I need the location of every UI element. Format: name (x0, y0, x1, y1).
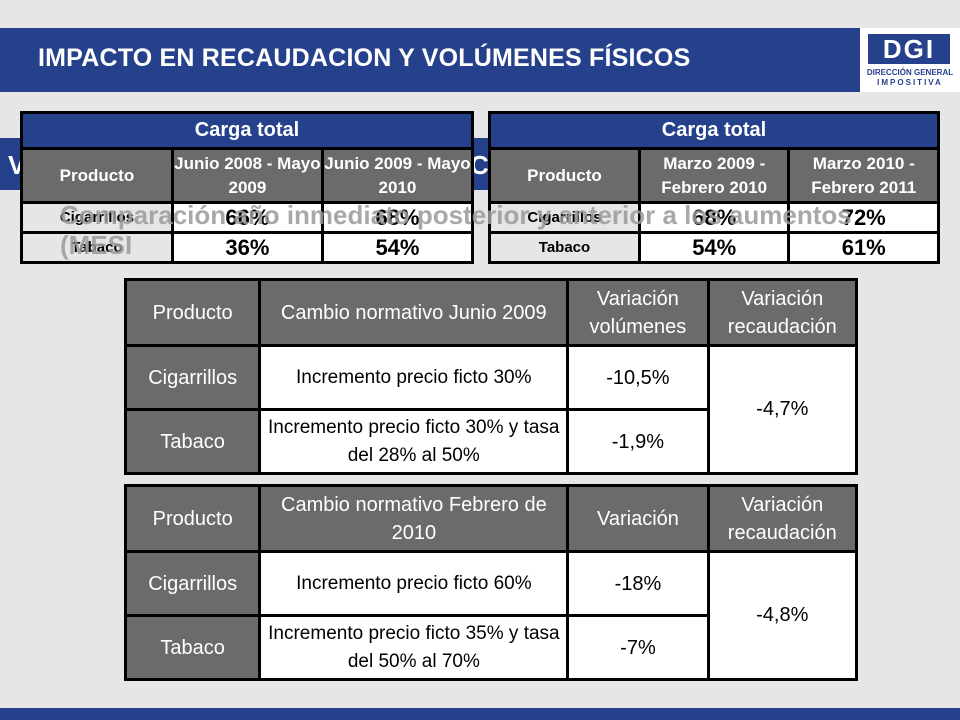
header-period-a: Junio 2008 - Mayo 2009 (170, 147, 324, 204)
table-row: Cigarrillos Incremento precio ficto 30% … (123, 344, 859, 475)
header-variacion: Variación volúmenes (566, 278, 710, 347)
header-recaudacion: Variación recaudación (706, 484, 859, 553)
carga-total-table-2: Carga total Producto Marzo 2009 - Febrer… (488, 111, 940, 264)
row-cambio: Incremento precio ficto 30% y tasa del 2… (258, 408, 570, 475)
header-cambio: Cambio normativo Junio 2009 (258, 278, 570, 347)
row-cambio: Incremento precio ficto 35% y tasa del 5… (258, 614, 570, 681)
row-producto: Tabaco (123, 408, 262, 475)
row-value-b: 72% (787, 201, 940, 234)
row-variacion: -10,5% (566, 344, 710, 411)
header-variacion: Variación (566, 484, 710, 553)
row-value-b: 68% (320, 201, 475, 234)
table-row: Cigarrillos 68% 72% (488, 201, 940, 234)
table-row: Tabaco 54% 61% (488, 231, 940, 264)
row-producto: Tabaco (488, 231, 641, 264)
row-value-a: 54% (637, 231, 791, 264)
row-value-a: 66% (170, 201, 324, 234)
row-producto: Cigarrillos (123, 344, 262, 411)
table-row: Tabaco Incremento precio ficto 30% y tas… (123, 408, 857, 475)
table-row: Tabaco Incremento precio ficto 35% y tas… (123, 614, 857, 681)
row-value-a: 36% (170, 231, 324, 264)
recaudacion-value: -4,8% (706, 550, 859, 681)
header-producto: Producto (488, 147, 641, 204)
row-cambio: Incremento precio ficto 30% (258, 344, 570, 411)
carga-total-title: Carga total (20, 111, 474, 150)
header-period-b: Marzo 2010 - Febrero 2011 (787, 147, 940, 204)
dgi-logo: DGI DIRECCIÓN GENERAL IMPOSITIVA (860, 28, 960, 92)
row-producto: Tabaco (20, 231, 174, 264)
logo-line-1: DIRECCIÓN GENERAL (866, 68, 954, 77)
row-variacion: -18% (566, 550, 710, 617)
row-producto: Cigarrillos (123, 550, 262, 617)
header-period-a: Marzo 2009 - Febrero 2010 (637, 147, 791, 204)
row-producto: Tabaco (123, 614, 262, 681)
header-producto: Producto (20, 147, 174, 204)
header-producto: Producto (123, 484, 262, 553)
row-producto: Cigarrillos (20, 201, 174, 234)
table-row: Cigarrillos Incremento precio ficto 60% … (123, 550, 859, 681)
logo-line-2: IMPOSITIVA (877, 78, 943, 87)
row-producto: Cigarrillos (488, 201, 641, 234)
cambio-febrero-2010-table: Producto Cambio normativo Febrero de 201… (123, 484, 859, 681)
carga-total-title: Carga total (488, 111, 940, 150)
top-strip (0, 0, 960, 28)
header-producto: Producto (123, 278, 262, 347)
header-bar (0, 28, 860, 92)
row-value-b: 54% (320, 231, 475, 264)
header-cambio: Cambio normativo Febrero de 2010 (258, 484, 570, 553)
recaudacion-value: -4,7% (706, 344, 859, 475)
row-variacion: -1,9% (566, 408, 710, 475)
page-title: IMPACTO EN RECAUDACION Y VOLÚMENES FÍSIC… (38, 44, 691, 72)
footer-bar (0, 708, 960, 720)
header-recaudacion: Variación recaudación (706, 278, 859, 347)
table-row: Cigarrillos 66% 68% (20, 201, 475, 234)
cambio-junio-2009-table: Producto Cambio normativo Junio 2009 Var… (123, 278, 859, 475)
header-period-b: Junio 2009 - Mayo 2010 (320, 147, 475, 204)
carga-total-table-1: Carga total Producto Junio 2008 - Mayo 2… (20, 111, 475, 264)
row-cambio: Incremento precio ficto 60% (258, 550, 570, 617)
row-value-b: 61% (787, 231, 940, 264)
overlay-comparison-text: Comparación año inmediato posterior y an… (60, 200, 852, 260)
row-value-a: 68% (637, 201, 791, 234)
table-row: Tabaco 36% 54% (20, 231, 475, 264)
row-variacion: -7% (566, 614, 710, 681)
logo-mark: DGI (868, 34, 950, 64)
